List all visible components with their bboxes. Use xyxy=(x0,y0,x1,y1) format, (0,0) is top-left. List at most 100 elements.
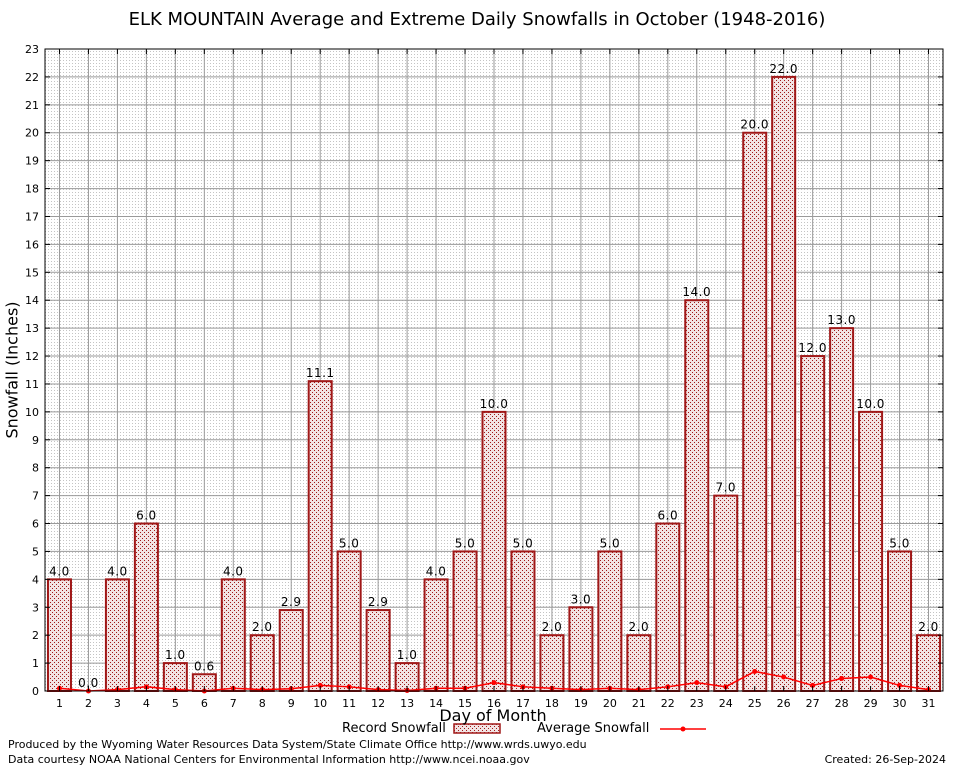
x-tick-label: 17 xyxy=(516,697,530,710)
y-tick-label: 6 xyxy=(32,518,39,531)
y-tick-label: 9 xyxy=(32,434,39,447)
x-tick-label: 25 xyxy=(748,697,762,710)
footer-produced-by: Produced by the Wyoming Water Resources … xyxy=(8,738,587,751)
record-value-label: 2.9 xyxy=(368,595,389,609)
record-value-label: 5.0 xyxy=(339,536,360,550)
record-value-label: 4.0 xyxy=(107,564,128,578)
legend-average-label: Average Snowfall xyxy=(537,721,650,736)
record-bar-day-21 xyxy=(626,634,652,692)
record-bar-day-19 xyxy=(568,606,594,692)
record-bar-day-14 xyxy=(423,578,449,693)
record-value-label: 6.0 xyxy=(136,509,157,523)
record-bar-day-28 xyxy=(829,327,855,692)
record-value-label: 0.6 xyxy=(194,659,215,673)
record-bar-day-8 xyxy=(249,634,275,692)
record-value-label: 2.0 xyxy=(542,620,563,634)
record-value-label: 5.0 xyxy=(600,536,621,550)
y-tick-label: 14 xyxy=(25,294,39,307)
record-value-label: 12.0 xyxy=(798,341,827,355)
y-tick-label: 13 xyxy=(25,322,39,335)
record-bar-day-1 xyxy=(46,578,72,693)
record-bar-day-17 xyxy=(510,550,536,692)
x-tick-label: 10 xyxy=(313,697,327,710)
record-bar-day-9 xyxy=(278,609,304,693)
y-tick-label: 3 xyxy=(32,601,39,614)
record-bar-day-31 xyxy=(916,634,942,692)
record-value-label: 4.0 xyxy=(49,564,70,578)
y-tick-label: 21 xyxy=(25,99,39,112)
x-tick-label: 24 xyxy=(719,697,733,710)
x-tick-label: 12 xyxy=(371,697,385,710)
legend-swatches xyxy=(453,723,706,734)
y-tick-label: 11 xyxy=(25,378,39,391)
y-tick-label: 15 xyxy=(25,266,39,279)
record-bar-day-18 xyxy=(539,634,565,692)
legend-average-marker xyxy=(680,726,686,732)
record-bar-day-27 xyxy=(800,355,826,692)
x-tick-label: 29 xyxy=(864,697,878,710)
record-value-label: 22.0 xyxy=(769,62,798,76)
footer-data-courtesy: Data courtesy NOAA National Centers for … xyxy=(8,753,530,766)
record-value-label: 4.0 xyxy=(223,564,244,578)
x-tick-label: 15 xyxy=(458,697,472,710)
record-bars xyxy=(46,75,942,693)
record-bar-day-10 xyxy=(307,380,333,692)
record-value-label: 2.0 xyxy=(629,620,650,634)
x-tick-label: 6 xyxy=(201,697,208,710)
x-tick-label: 3 xyxy=(114,697,121,710)
record-value-label: 20.0 xyxy=(740,118,769,132)
y-tick-label: 10 xyxy=(25,406,39,419)
y-tick-label: 23 xyxy=(25,43,39,56)
y-tick-label: 19 xyxy=(25,155,39,168)
x-tick-label: 22 xyxy=(661,697,675,710)
chart-title: ELK MOUNTAIN Average and Extreme Daily S… xyxy=(128,9,826,30)
record-value-label: 7.0 xyxy=(715,481,736,495)
record-bar-day-22 xyxy=(655,522,681,692)
x-tick-label: 26 xyxy=(777,697,791,710)
average-point xyxy=(752,668,758,674)
record-value-label: 0.0 xyxy=(78,676,99,690)
record-value-label: 14.0 xyxy=(682,285,711,299)
y-tick-label: 7 xyxy=(32,490,39,503)
y-tick-label: 22 xyxy=(25,71,39,84)
x-tick-label: 23 xyxy=(690,697,704,710)
record-bar-day-25 xyxy=(742,131,768,692)
y-tick-label: 1 xyxy=(32,657,39,670)
record-bar-day-12 xyxy=(365,609,391,693)
legend-record-swatch xyxy=(453,723,501,734)
y-tick-label: 5 xyxy=(32,545,39,558)
record-value-label: 2.0 xyxy=(252,620,273,634)
bar-value-labels: 4.0 0.0 4.0 6.0 1.0 0.6 4.0 2.0 2.9 11.1 5.0 2.9 1.0… xyxy=(49,62,939,690)
plot-frame xyxy=(44,48,944,692)
record-value-label: 3.0 xyxy=(571,592,592,606)
x-tick-label: 11 xyxy=(342,697,356,710)
x-tick-label: 2 xyxy=(85,697,92,710)
x-tick-label: 28 xyxy=(835,697,849,710)
record-bar-day-16 xyxy=(481,410,507,692)
average-point xyxy=(781,674,787,680)
x-tick-label: 8 xyxy=(259,697,266,710)
record-value-label: 4.0 xyxy=(426,564,447,578)
record-value-label: 6.0 xyxy=(658,509,679,523)
x-tick-label: 31 xyxy=(922,697,936,710)
record-value-label: 10.0 xyxy=(480,397,509,411)
x-tick-label: 4 xyxy=(143,697,150,710)
x-tick-label: 19 xyxy=(574,697,588,710)
x-tick-label: 7 xyxy=(230,697,237,710)
x-tick-label: 14 xyxy=(429,697,443,710)
x-tick-label: 1 xyxy=(56,697,63,710)
y-axis-label: Snowfall (Inches) xyxy=(2,301,22,439)
record-bar-day-20 xyxy=(597,550,623,692)
average-point xyxy=(839,675,845,681)
record-value-label: 11.1 xyxy=(306,366,335,380)
x-tick-label: 18 xyxy=(545,697,559,710)
footer-created-date: Created: 26-Sep-2024 xyxy=(824,753,946,766)
x-tick-label: 5 xyxy=(172,697,179,710)
y-tick-label: 4 xyxy=(32,573,39,586)
x-axis-label: Day of Month xyxy=(439,706,547,725)
average-point xyxy=(317,682,323,688)
record-bar-day-4 xyxy=(133,522,159,692)
record-value-label: 2.0 xyxy=(918,620,939,634)
y-tick-label: 17 xyxy=(25,210,39,223)
record-bar-day-29 xyxy=(858,410,884,692)
